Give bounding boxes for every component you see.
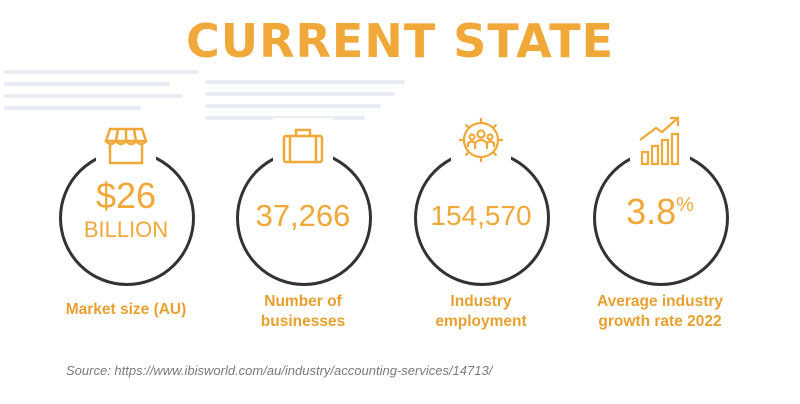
stat-label-growth-rate: Average industry growth rate 2022 (596, 293, 724, 330)
growth-chart-icon (630, 113, 690, 167)
stat-label-employment: Industry employment (435, 293, 527, 330)
stat-value-employment: 154,570 (430, 200, 532, 231)
briefcase-icon (273, 118, 333, 172)
stat-label-market-size: Market size (AU) (65, 301, 187, 318)
storefront-icon (96, 118, 156, 172)
people-gear-icon (451, 113, 511, 167)
page-title: CURRENT STATE (185, 14, 615, 68)
stat-label-businesses: Number of businesses (260, 293, 346, 330)
stat-value-market-size: $26 BILLION (83, 175, 169, 243)
source-citation: Source: https://www.ibisworld.com/au/ind… (66, 363, 493, 378)
faded-background-text-left (4, 62, 199, 118)
stat-value-growth-rate: 3.8% (626, 191, 694, 232)
stat-value-businesses: 37,266 (255, 198, 351, 233)
